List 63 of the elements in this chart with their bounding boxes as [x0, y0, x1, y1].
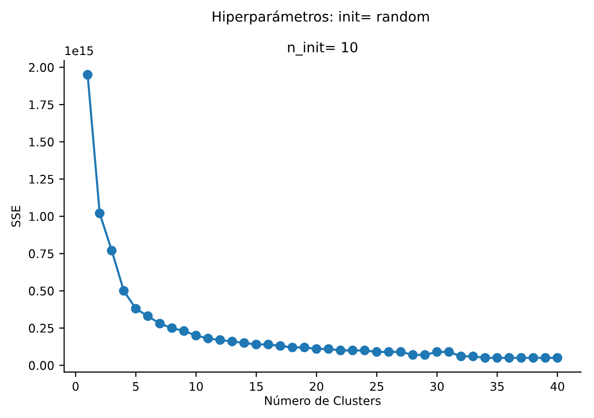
point	[420, 350, 430, 360]
point	[444, 347, 454, 357]
y-tick-label: 1.00	[29, 212, 54, 221]
point	[118, 286, 129, 296]
point	[203, 334, 213, 344]
point	[348, 346, 358, 356]
point	[82, 70, 93, 80]
point	[516, 353, 526, 363]
x-tick-label: 35	[490, 382, 504, 391]
point	[456, 352, 466, 362]
point	[468, 352, 478, 362]
x-tick-label: 30	[430, 382, 444, 391]
point	[215, 335, 226, 345]
point	[155, 318, 165, 328]
x-axis-title: Número de Clusters	[265, 395, 381, 406]
point	[324, 344, 334, 354]
point	[384, 347, 394, 357]
x-tick-label: 0	[72, 382, 79, 391]
point	[336, 346, 346, 356]
point	[251, 340, 262, 350]
point	[288, 342, 298, 352]
point	[408, 350, 418, 360]
point	[360, 346, 370, 356]
y-tick-label: 0.25	[28, 324, 54, 333]
y-tick-label: 1.50	[29, 138, 54, 146]
y-tick-label: 1.75	[29, 100, 54, 110]
y-tick-label: 0.75	[28, 249, 54, 258]
point	[239, 338, 250, 348]
y-tick-label: 0.50	[28, 286, 54, 296]
text: 1e15	[65, 46, 93, 56]
y-tick-label: 2.00	[29, 63, 54, 72]
point	[432, 347, 442, 357]
point	[312, 344, 322, 354]
point	[504, 353, 514, 363]
y-tick-label: 0.00	[28, 361, 54, 370]
x-tick-label: 5	[132, 382, 139, 391]
point	[263, 340, 274, 350]
point	[492, 353, 502, 363]
point	[552, 353, 562, 363]
x-tick-label: 10	[190, 382, 203, 391]
point	[227, 336, 238, 346]
x-tick-label: 20	[310, 382, 324, 391]
point	[528, 353, 538, 363]
point	[106, 246, 117, 256]
point	[276, 341, 286, 351]
point	[396, 347, 406, 357]
y-tick-label: 1.25	[29, 174, 54, 184]
chart-title: Hiperparámetros: init= random	[212, 10, 429, 24]
x-tick-label: 15	[250, 382, 263, 391]
point	[179, 326, 189, 336]
point	[167, 323, 177, 333]
point	[130, 304, 141, 314]
point	[372, 347, 382, 357]
point	[300, 342, 310, 352]
x-tick-label: 40	[550, 382, 564, 391]
point	[143, 311, 153, 322]
point	[480, 353, 490, 363]
point	[191, 330, 201, 340]
x-tick-label: 25	[370, 382, 384, 391]
point	[94, 208, 105, 218]
point	[540, 353, 550, 363]
chart-subtitle: n_init= 10	[288, 42, 358, 56]
y-axis-title: SSE	[11, 206, 20, 227]
